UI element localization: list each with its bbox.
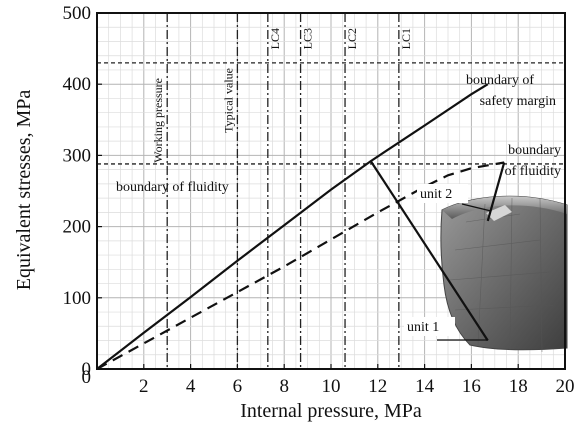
- reference-line-label: boundary of safety margin: [466, 73, 556, 109]
- annotation: boundary of fluidity: [505, 143, 561, 179]
- series-line-solid: [96, 83, 489, 370]
- pointer-line: [369, 160, 489, 342]
- x-tick-label: 2: [139, 376, 149, 397]
- annotation: unit 1: [407, 320, 439, 335]
- x-tick-label: 18: [509, 376, 528, 397]
- reference-line-label: Working pressure: [151, 78, 165, 163]
- y-tick-label: 300: [63, 145, 92, 166]
- x-tick-label: 16: [462, 376, 481, 397]
- y-axis-label: Equivalent stresses, MPa: [13, 90, 35, 291]
- x-axis-label: Internal pressure, MPa: [240, 400, 422, 422]
- annotation-backdrop: [404, 317, 455, 336]
- plot-frame: [96, 12, 566, 370]
- x-tick-label: 10: [322, 376, 341, 397]
- y-tick-label: 100: [63, 288, 92, 309]
- x-tick-label: 8: [279, 376, 289, 397]
- annotation-backdrop: [417, 184, 468, 203]
- annotations: boundary of fluidity boundary of fluidity u…: [116, 143, 561, 336]
- y-tick-label: 400: [63, 74, 92, 95]
- x-tick-label: 4: [186, 376, 196, 397]
- unit-2-leader: [461, 203, 492, 212]
- x-tick-label: 20: [556, 376, 575, 397]
- y-tick-label: 500: [63, 3, 92, 24]
- reference-lines: Working pressure Typical value LC4 LC3 LC2 LC…: [97, 13, 565, 369]
- reference-line-label: LC2: [345, 28, 359, 49]
- y-tick-label: 200: [63, 217, 92, 238]
- reference-line-label: LC1: [399, 28, 413, 49]
- annotation: unit 2: [420, 187, 452, 202]
- pointers: [369, 160, 506, 342]
- origin-label: 0: [82, 367, 92, 388]
- x-tick-label: 14: [415, 376, 435, 397]
- x-tick-label: 6: [233, 376, 243, 397]
- y-tick-label: 0: [82, 359, 92, 380]
- reference-line-label: LC4: [268, 28, 282, 49]
- reference-line-label: Typical value: [221, 68, 235, 133]
- shell-model-image: [440, 195, 568, 353]
- x-tick-label: 12: [368, 376, 387, 397]
- series: [96, 83, 505, 370]
- annotation: boundary of fluidity: [116, 180, 229, 195]
- reference-line-label: LC3: [301, 28, 315, 49]
